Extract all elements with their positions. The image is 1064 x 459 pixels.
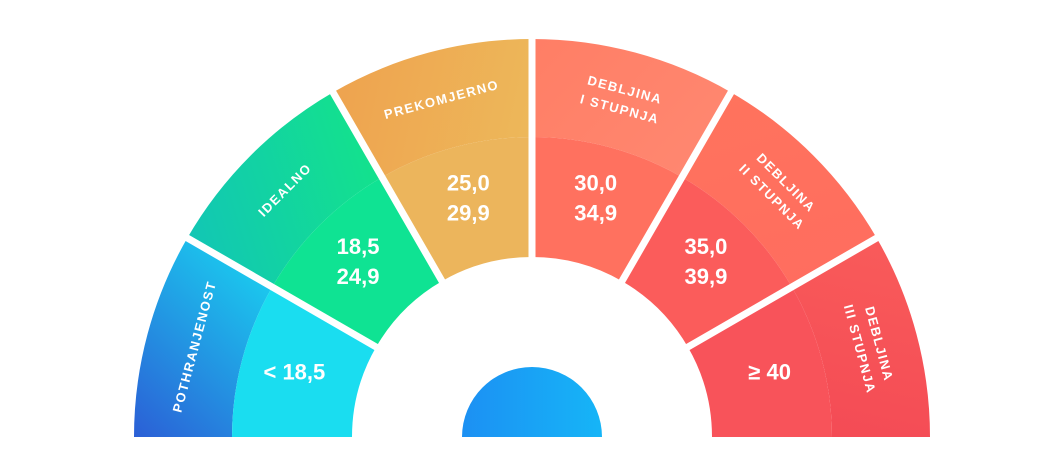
segment-range-line: 25,0 [447, 170, 490, 195]
segment-outer-band [333, 39, 532, 178]
segment-range-line: 24,9 [337, 264, 380, 289]
segment: DEBLJINAIII STUPNJA≥ 40 [687, 238, 930, 437]
segment-outer-band [187, 92, 382, 287]
segment-range: 18,5 24,9 [337, 234, 380, 289]
segment-inner-band [687, 287, 832, 437]
segment-range-line: ≥ 40 [748, 359, 791, 384]
segment-outer-band [682, 92, 877, 287]
segment-inner-band [272, 177, 442, 347]
segment: POTHRANJENOST < 18,5 [134, 238, 377, 437]
segment-outer-band [134, 238, 273, 437]
segment-range-line: 18,5 [337, 234, 380, 259]
segment-range: 30,0 34,9 [574, 170, 617, 225]
segment-range-line: 34,9 [574, 200, 617, 225]
segment-range-line: < 18,5 [263, 359, 325, 384]
segment-inner-band [532, 137, 682, 282]
segment-divider [684, 233, 881, 352]
segment-range: 35,0 39,9 [685, 234, 728, 289]
segment-outer-band [791, 238, 930, 437]
segment-inner-band [232, 287, 377, 437]
segment-divider [328, 88, 447, 285]
segment-range-line: 35,0 [685, 234, 728, 259]
segment-outer-band [532, 39, 731, 178]
segment-range: < 18,5 [263, 359, 325, 384]
segment-range-line: 39,9 [685, 264, 728, 289]
segment-divider [617, 88, 736, 285]
segment-divider [183, 233, 380, 352]
gauge-hub [462, 367, 602, 437]
segment-inner-band [382, 137, 532, 282]
segment-range: ≥ 40 [748, 359, 791, 384]
segment-inner-band [622, 177, 792, 347]
segment-range-line: 30,0 [574, 170, 617, 195]
segment-range-line: 29,9 [447, 200, 490, 225]
segment-range: 25,0 29,9 [447, 170, 490, 225]
